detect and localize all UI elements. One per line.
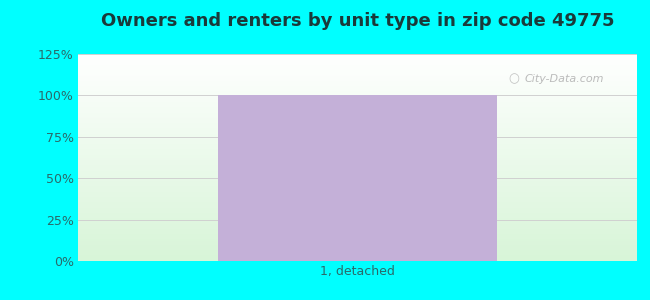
Text: City-Data.com: City-Data.com bbox=[525, 74, 604, 84]
Text: ○: ○ bbox=[508, 72, 519, 85]
Bar bbox=[218, 95, 497, 261]
Text: Owners and renters by unit type in zip code 49775: Owners and renters by unit type in zip c… bbox=[101, 12, 614, 30]
